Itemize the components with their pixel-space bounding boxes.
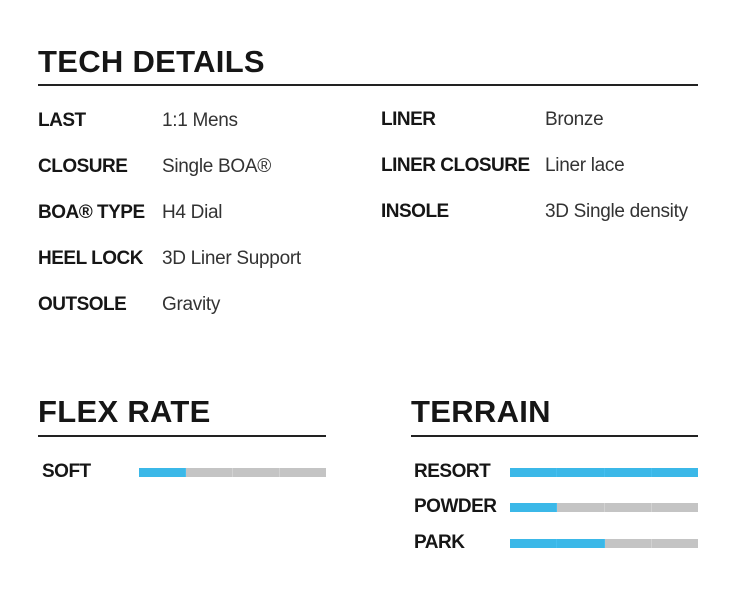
terrain-level-bar (510, 468, 698, 477)
bar-segment (139, 468, 186, 477)
flex-rate-title: FLEX RATE (38, 394, 211, 429)
spec-label: LINER CLOSURE (381, 155, 530, 176)
divider (38, 84, 698, 86)
spec-value: 3D Single density (545, 201, 688, 222)
terrain-level-bar (510, 539, 698, 548)
bar-segment (557, 539, 605, 548)
divider (38, 435, 326, 437)
bar-segment (651, 468, 698, 477)
bar-segment (510, 503, 558, 512)
terrain-title: TERRAIN (411, 394, 551, 429)
bar-segment (510, 468, 558, 477)
terrain-row-label: POWDER (414, 496, 497, 517)
bar-segment (280, 468, 326, 477)
divider (411, 435, 698, 437)
flex-level-bar (139, 468, 326, 477)
spec-label: INSOLE (381, 201, 449, 222)
terrain-row-label: RESORT (414, 461, 491, 482)
spec-value: H4 Dial (162, 202, 223, 223)
terrain-level-bar (510, 503, 698, 512)
spec-value: 1:1 Mens (162, 110, 238, 131)
spec-label: LAST (38, 110, 86, 131)
spec-label: CLOSURE (38, 156, 128, 177)
bar-segment (604, 468, 652, 477)
spec-value: Gravity (162, 294, 221, 315)
spec-value: 3D Liner Support (162, 248, 301, 269)
bar-segment (605, 503, 652, 512)
terrain-row-label: PARK (414, 532, 465, 553)
spec-label: LINER (381, 109, 436, 130)
spec-label: OUTSOLE (38, 294, 127, 315)
bar-segment (557, 503, 605, 512)
bar-segment (605, 539, 652, 548)
spec-label: HEEL LOCK (38, 248, 143, 269)
bar-segment (233, 468, 280, 477)
spec-value: Single BOA® (162, 156, 271, 177)
spec-value: Liner lace (545, 155, 625, 176)
bar-segment (652, 539, 698, 548)
bar-segment (510, 539, 558, 548)
bar-segment (652, 503, 698, 512)
spec-value: Bronze (545, 109, 604, 130)
bar-segment (186, 468, 233, 477)
flex-row-label: SOFT (42, 461, 91, 482)
tech-details-title: TECH DETAILS (38, 44, 265, 79)
bar-segment (557, 468, 605, 477)
spec-label: BOA® TYPE (38, 202, 145, 223)
